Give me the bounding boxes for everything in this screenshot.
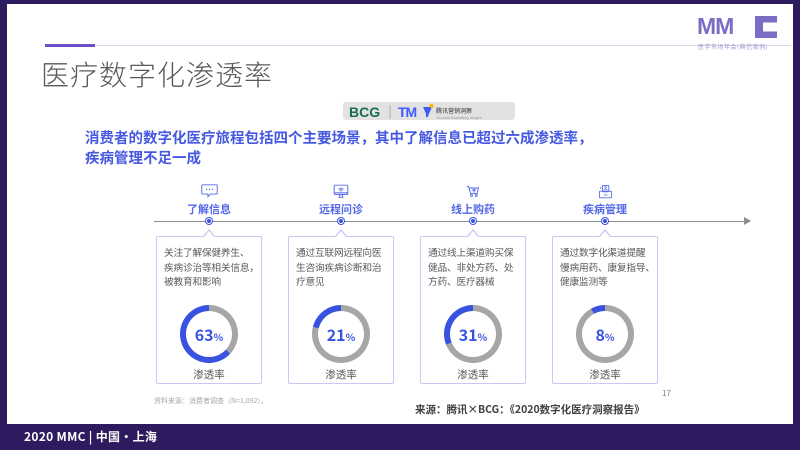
svg-text:腾讯营销洞察: 腾讯营销洞察	[436, 106, 472, 115]
svg-text:TM: TM	[398, 104, 417, 120]
svg-text:MM: MM	[697, 15, 733, 39]
svg-text:Tencent Marketing Insight: Tencent Marketing Insight	[436, 115, 482, 120]
svg-text:BCG: BCG	[349, 104, 380, 120]
